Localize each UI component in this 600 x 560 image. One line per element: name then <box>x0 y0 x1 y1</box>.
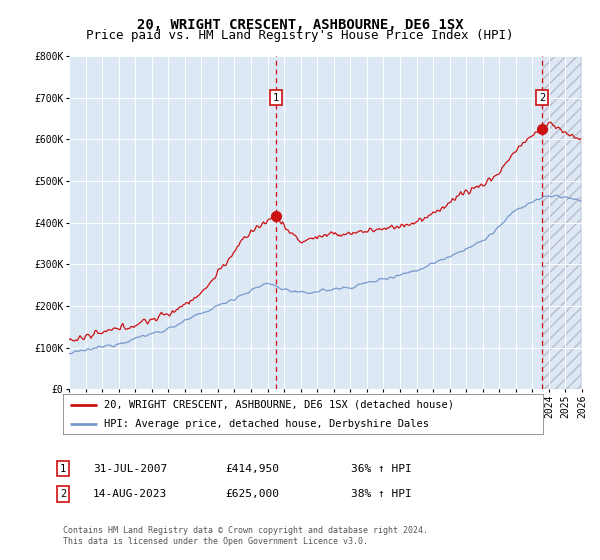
Text: 1: 1 <box>60 464 66 474</box>
Text: 20, WRIGHT CRESCENT, ASHBOURNE, DE6 1SX (detached house): 20, WRIGHT CRESCENT, ASHBOURNE, DE6 1SX … <box>104 400 454 409</box>
Text: £414,950: £414,950 <box>225 464 279 474</box>
Text: Contains HM Land Registry data © Crown copyright and database right 2024.
This d: Contains HM Land Registry data © Crown c… <box>63 526 428 546</box>
Text: 14-AUG-2023: 14-AUG-2023 <box>93 489 167 499</box>
Text: 20, WRIGHT CRESCENT, ASHBOURNE, DE6 1SX: 20, WRIGHT CRESCENT, ASHBOURNE, DE6 1SX <box>137 18 463 32</box>
Text: £625,000: £625,000 <box>225 489 279 499</box>
Text: 36% ↑ HPI: 36% ↑ HPI <box>351 464 412 474</box>
Text: HPI: Average price, detached house, Derbyshire Dales: HPI: Average price, detached house, Derb… <box>104 419 429 429</box>
Text: 2: 2 <box>60 489 66 499</box>
Text: 38% ↑ HPI: 38% ↑ HPI <box>351 489 412 499</box>
Text: 2: 2 <box>539 92 545 102</box>
Text: Price paid vs. HM Land Registry's House Price Index (HPI): Price paid vs. HM Land Registry's House … <box>86 29 514 42</box>
Text: 1: 1 <box>273 92 279 102</box>
Text: 31-JUL-2007: 31-JUL-2007 <box>93 464 167 474</box>
